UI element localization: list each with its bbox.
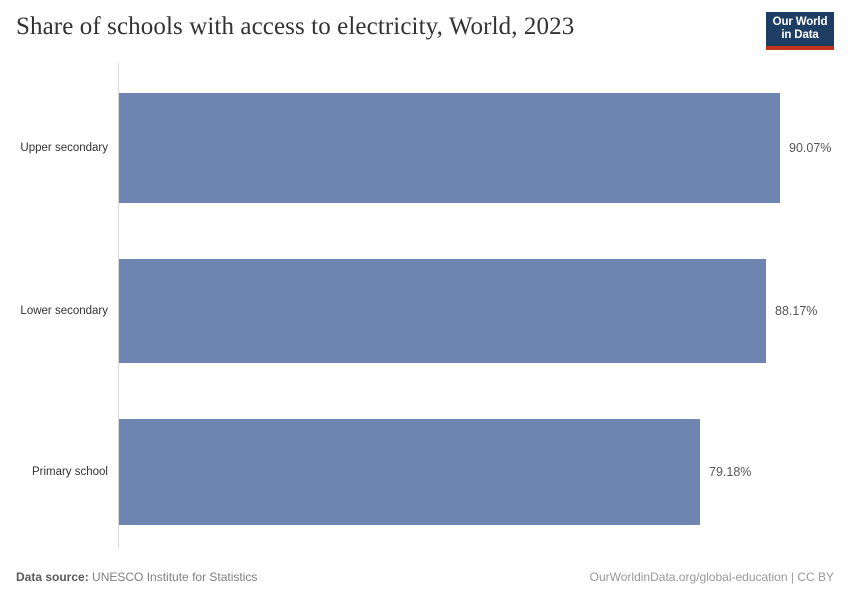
bar-value-label: 79.18% bbox=[709, 465, 752, 479]
bar-category-label: Lower secondary bbox=[20, 305, 108, 317]
bar-group: Primary school 79.18% bbox=[0, 419, 850, 525]
data-source-value: UNESCO Institute for Statistics bbox=[88, 570, 258, 584]
bar[interactable] bbox=[119, 419, 700, 525]
bar-group: Lower secondary 88.17% bbox=[0, 259, 850, 363]
bar-category-label: Primary school bbox=[31, 466, 108, 478]
logo-line-2: in Data bbox=[781, 28, 819, 41]
bar[interactable] bbox=[119, 259, 766, 363]
chart-footer: Data source: UNESCO Institute for Statis… bbox=[0, 558, 850, 600]
chart-header: Share of schools with access to electric… bbox=[0, 0, 850, 62]
source-url-link[interactable]: OurWorldinData.org/global-education | CC… bbox=[589, 570, 834, 584]
our-world-in-data-logo[interactable]: Our World in Data bbox=[766, 12, 834, 50]
bar[interactable] bbox=[119, 93, 780, 203]
bar-category-label: Upper secondary bbox=[20, 142, 108, 154]
bar-value-label: 88.17% bbox=[775, 304, 818, 318]
data-source-label: Data source: bbox=[16, 570, 89, 584]
bar-value-label: 90.07% bbox=[789, 141, 832, 155]
y-axis-line bbox=[118, 63, 119, 548]
page-title: Share of schools with access to electric… bbox=[16, 13, 575, 40]
data-source-note: Data source: UNESCO Institute for Statis… bbox=[16, 570, 257, 584]
logo-line-1: Our World bbox=[772, 16, 828, 29]
bar-group: Upper secondary 90.07% bbox=[0, 93, 850, 203]
